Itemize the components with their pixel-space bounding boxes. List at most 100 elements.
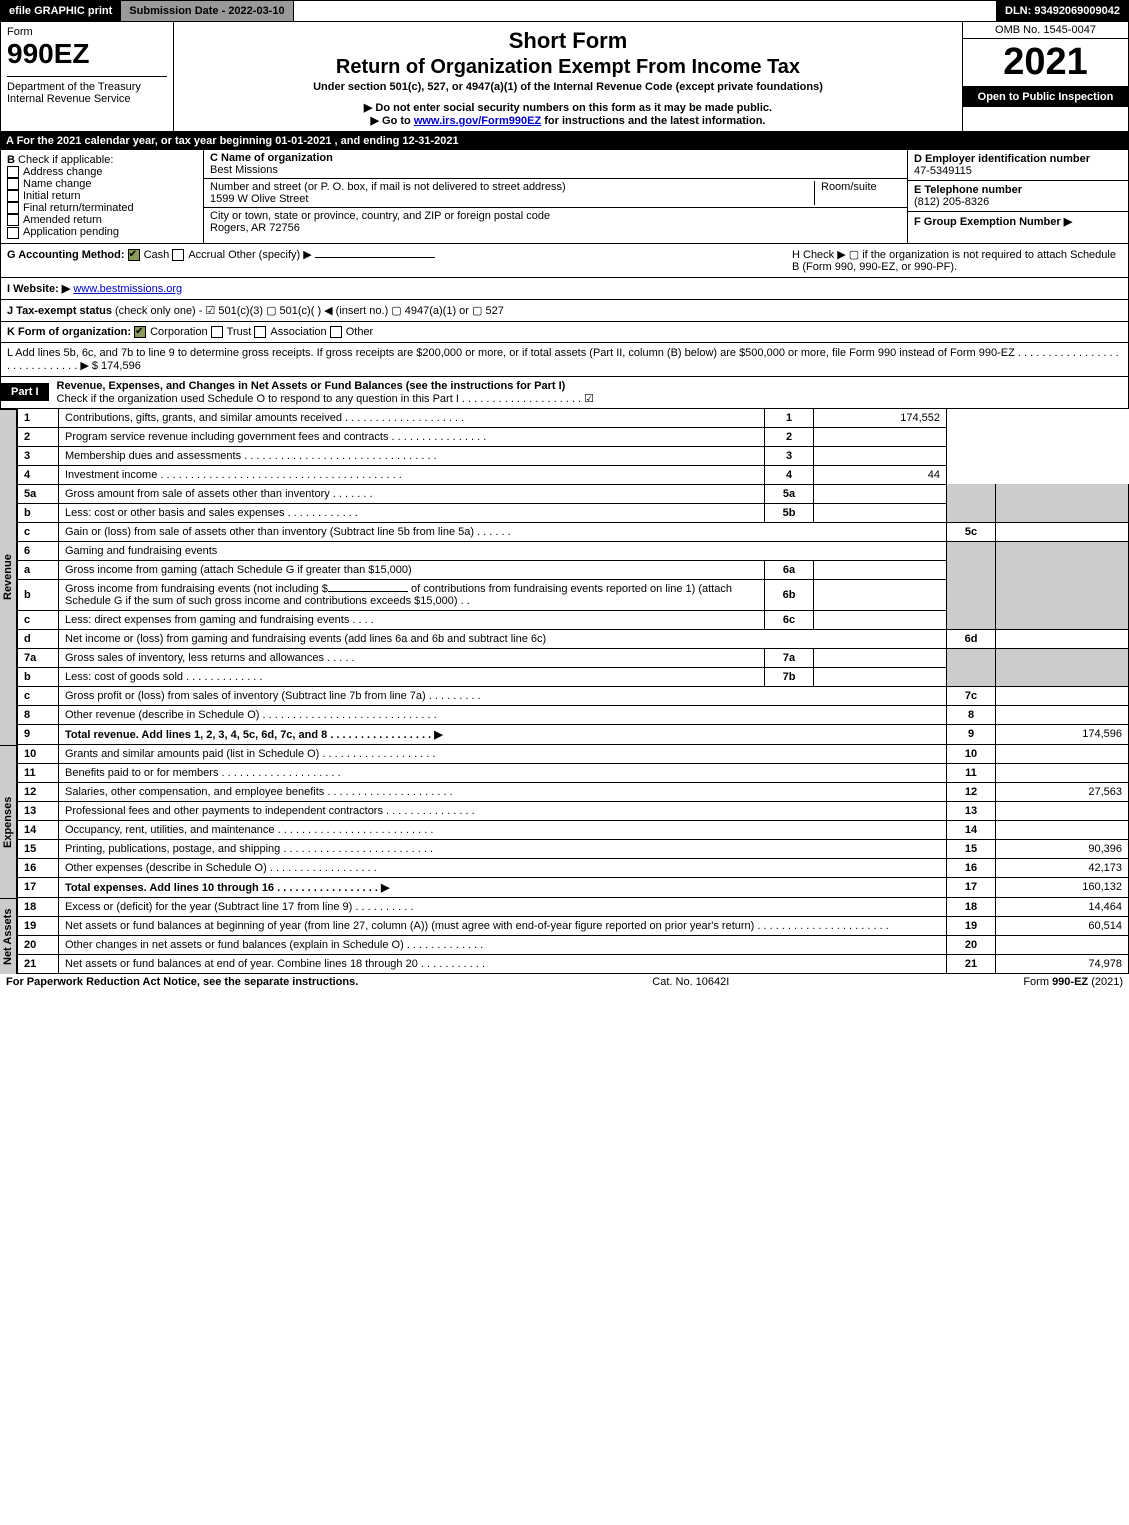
main-title: Return of Organization Exempt From Incom… — [182, 56, 954, 79]
j-options: (check only one) - ☑ 501(c)(3) ▢ 501(c)(… — [115, 305, 504, 317]
d-label: D Employer identification number — [914, 153, 1090, 165]
checkbox-initial-return[interactable] — [7, 190, 19, 202]
footer-right: Form 990-EZ (2021) — [1023, 976, 1123, 988]
form-header: Form 990EZ Department of the Treasury In… — [0, 22, 1129, 132]
section-k: K Form of organization: Corporation Trus… — [0, 322, 1129, 343]
checkbox-corporation[interactable] — [134, 326, 146, 338]
e-box: E Telephone number (812) 205-8326 — [908, 181, 1128, 212]
k-corp: Corporation — [150, 326, 207, 338]
part1-title: Revenue, Expenses, and Changes in Net As… — [49, 377, 1128, 408]
footer: For Paperwork Reduction Act Notice, see … — [0, 974, 1129, 990]
ein-value: 47-5349115 — [914, 165, 972, 177]
checkbox-cash[interactable] — [128, 249, 140, 261]
part1-check-line: Check if the organization used Schedule … — [57, 393, 595, 405]
header-right: OMB No. 1545-0047 2021 Open to Public In… — [962, 22, 1128, 131]
g-accrual: Accrual — [188, 249, 225, 261]
section-b: B Check if applicable: Address change Na… — [0, 150, 1129, 244]
opt-amended: Amended return — [23, 214, 102, 226]
sub2: ▶ Do not enter social security numbers o… — [182, 101, 954, 114]
checkbox-name-change[interactable] — [7, 178, 19, 190]
checkbox-association[interactable] — [254, 326, 266, 338]
line-7c: cGross profit or (loss) from sales of in… — [18, 686, 1129, 705]
col-b-checkboxes: B Check if applicable: Address change Na… — [1, 150, 204, 243]
form-word: Form — [7, 26, 167, 38]
checkbox-application-pending[interactable] — [7, 227, 19, 239]
f-label: F Group Exemption Number ▶ — [914, 216, 1072, 228]
part1-label: Part I — [1, 383, 49, 401]
line-16: 16Other expenses (describe in Schedule O… — [18, 858, 1129, 877]
tax-year: 2021 — [963, 39, 1128, 87]
sub3-post: for instructions and the latest informat… — [544, 115, 765, 127]
sub1: Under section 501(c), 527, or 4947(a)(1)… — [182, 81, 954, 93]
checkbox-address-change[interactable] — [7, 166, 19, 178]
netassets-table: 18Excess or (deficit) for the year (Subt… — [17, 898, 1129, 974]
section-g: G Accounting Method: Cash Accrual Other … — [7, 248, 792, 273]
expenses-group: Expenses 10Grants and similar amounts pa… — [0, 745, 1129, 898]
instructions-link[interactable]: www.irs.gov/Form990EZ — [414, 115, 541, 127]
checkbox-final-return[interactable] — [7, 202, 19, 214]
b-label: B — [7, 154, 15, 166]
street-box: Number and street (or P. O. box, if mail… — [204, 179, 907, 208]
section-j: J Tax-exempt status (check only one) - ☑… — [0, 300, 1129, 322]
g-cash: Cash — [144, 249, 170, 261]
opt-name: Name change — [23, 178, 92, 190]
checkbox-accrual[interactable] — [172, 249, 184, 261]
street-value: 1599 W Olive Street — [210, 193, 308, 205]
line-9: 9Total revenue. Add lines 1, 2, 3, 4, 5c… — [18, 724, 1129, 744]
line-20: 20Other changes in net assets or fund ba… — [18, 935, 1129, 954]
line-1: 1Contributions, gifts, grants, and simil… — [18, 409, 1129, 428]
sub3-pre: ▶ Go to — [371, 115, 414, 127]
short-form-title: Short Form — [182, 28, 954, 54]
street-label: Number and street (or P. O. box, if mail… — [210, 181, 566, 193]
top-bar: efile GRAPHIC print Submission Date - 20… — [0, 0, 1129, 22]
form-number: 990EZ — [7, 38, 167, 70]
section-h: H Check ▶ ▢ if the organization is not r… — [792, 248, 1122, 273]
section-i: I Website: ▶ www.bestmissions.org — [0, 278, 1129, 300]
city-value: Rogers, AR 72756 — [210, 222, 300, 234]
line-8: 8Other revenue (describe in Schedule O) … — [18, 705, 1129, 724]
revenue-group: Revenue 1Contributions, gifts, grants, a… — [0, 409, 1129, 745]
l-amount: 174,596 — [101, 360, 141, 372]
footer-left: For Paperwork Reduction Act Notice, see … — [6, 976, 358, 988]
line-7a: 7aGross sales of inventory, less returns… — [18, 648, 1129, 667]
line-13: 13Professional fees and other payments t… — [18, 801, 1129, 820]
line-21: 21Net assets or fund balances at end of … — [18, 954, 1129, 973]
d-box: D Employer identification number 47-5349… — [908, 150, 1128, 181]
netassets-label: Net Assets — [0, 898, 17, 974]
header-center: Short Form Return of Organization Exempt… — [174, 22, 962, 131]
website-link[interactable]: www.bestmissions.org — [73, 283, 182, 295]
e-label: E Telephone number — [914, 184, 1022, 196]
checkbox-other[interactable] — [330, 326, 342, 338]
line-12: 12Salaries, other compensation, and empl… — [18, 782, 1129, 801]
checkbox-amended-return[interactable] — [7, 214, 19, 226]
netassets-group: Net Assets 18Excess or (deficit) for the… — [0, 898, 1129, 974]
line-3: 3Membership dues and assessments . . . .… — [18, 446, 1129, 465]
checkbox-trust[interactable] — [211, 326, 223, 338]
sub3: ▶ Go to www.irs.gov/Form990EZ for instru… — [182, 114, 954, 127]
line-a: A For the 2021 calendar year, or tax yea… — [0, 132, 1129, 150]
col-b-right: D Employer identification number 47-5349… — [907, 150, 1128, 243]
line-11: 11Benefits paid to or for members . . . … — [18, 763, 1129, 782]
line-15: 15Printing, publications, postage, and s… — [18, 839, 1129, 858]
g-other: Other (specify) ▶ — [228, 249, 312, 261]
dln-label: DLN: 93492069009042 — [997, 1, 1128, 21]
line-10: 10Grants and similar amounts paid (list … — [18, 745, 1129, 764]
i-label: I Website: ▶ — [7, 283, 70, 295]
k-other: Other — [346, 326, 374, 338]
line-18: 18Excess or (deficit) for the year (Subt… — [18, 898, 1129, 917]
k-trust: Trust — [227, 326, 252, 338]
section-g-h: G Accounting Method: Cash Accrual Other … — [0, 244, 1129, 278]
g-label: G Accounting Method: — [7, 249, 125, 261]
phone-value: (812) 205-8326 — [914, 196, 989, 208]
k-assoc: Association — [270, 326, 326, 338]
part1-title-text: Revenue, Expenses, and Changes in Net As… — [57, 380, 566, 392]
check-if-applicable: Check if applicable: — [18, 154, 113, 166]
footer-center: Cat. No. 10642I — [652, 976, 729, 988]
dept-label: Department of the Treasury Internal Reve… — [7, 76, 167, 105]
line-5c: cGain or (loss) from sale of assets othe… — [18, 522, 1129, 541]
opt-pending: Application pending — [23, 226, 119, 238]
room-label: Room/suite — [821, 181, 877, 193]
efile-label[interactable]: efile GRAPHIC print — [1, 1, 121, 21]
revenue-table: 1Contributions, gifts, grants, and simil… — [17, 409, 1129, 745]
line-4: 4Investment income . . . . . . . . . . .… — [18, 465, 1129, 484]
